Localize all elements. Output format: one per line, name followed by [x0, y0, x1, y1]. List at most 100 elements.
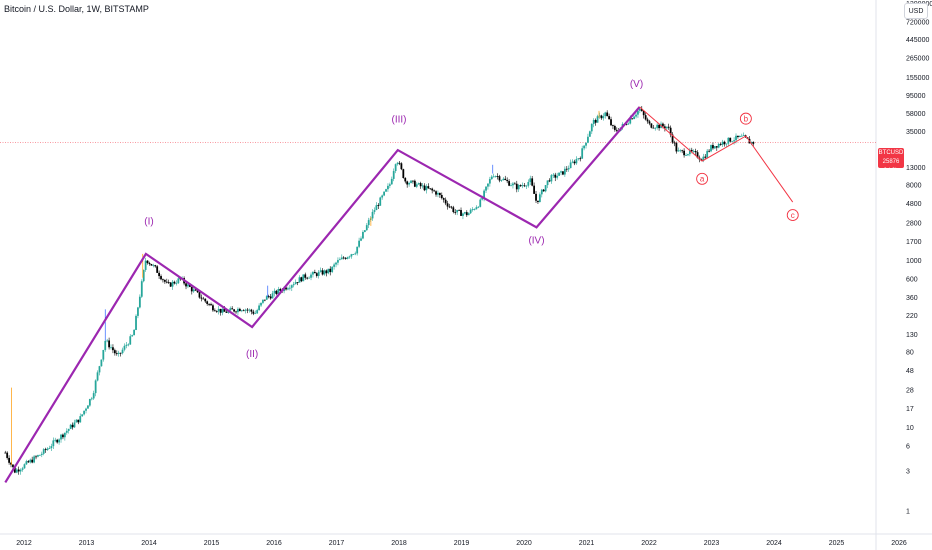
- candle-body: [381, 195, 384, 198]
- candle-body: [8, 457, 10, 463]
- candle-body: [212, 305, 214, 311]
- candle-body: [512, 183, 514, 186]
- candle-body: [340, 257, 343, 260]
- candle-body: [377, 205, 380, 206]
- candle-body: [46, 448, 49, 451]
- candle-body: [337, 260, 339, 263]
- candle-body: [42, 449, 45, 454]
- candle-body: [752, 141, 755, 144]
- candle-body: [158, 272, 160, 277]
- candle-body: [667, 126, 670, 128]
- candle-body: [552, 174, 555, 176]
- candle-body: [396, 162, 399, 165]
- candle-body: [563, 168, 566, 175]
- candle-body: [446, 203, 449, 207]
- candle-body: [202, 298, 205, 300]
- candle-body: [594, 119, 597, 123]
- candle-body: [715, 146, 718, 148]
- candle-body: [490, 176, 493, 180]
- candle-body: [479, 199, 482, 207]
- candle-body: [548, 180, 551, 182]
- candle-body: [646, 119, 649, 122]
- candle-body: [156, 266, 159, 273]
- candle-body: [488, 179, 491, 184]
- candle-body: [237, 308, 239, 313]
- candle-body: [690, 149, 693, 152]
- candle-body: [598, 115, 601, 117]
- candle-body: [683, 150, 685, 156]
- candle-body: [75, 419, 78, 423]
- y-tick-label: 130: [906, 332, 918, 339]
- candle-body: [104, 340, 107, 350]
- y-tick-label: 360: [906, 295, 918, 302]
- candle-body: [713, 146, 716, 149]
- badge-symbol: BTCUSD: [878, 150, 904, 156]
- candle-body: [244, 309, 247, 311]
- candle-body: [412, 180, 414, 182]
- candle-body: [235, 311, 237, 313]
- candle-body: [162, 279, 164, 281]
- candle-body: [688, 149, 691, 155]
- x-tick-label: 2019: [454, 540, 470, 547]
- x-tick-label: 2014: [141, 540, 157, 547]
- y-tick-label: 6: [906, 444, 910, 451]
- candle-body: [248, 309, 251, 311]
- candle-body: [85, 408, 87, 411]
- sub-wave-label: b: [744, 114, 749, 123]
- candle-body: [354, 253, 357, 255]
- candle-body: [127, 344, 130, 346]
- candle-body: [58, 439, 60, 443]
- candle-body: [498, 176, 501, 181]
- currency-button[interactable]: USD: [904, 3, 928, 19]
- candle-body: [217, 308, 220, 312]
- candle-body: [404, 178, 407, 182]
- y-tick-label: 445000: [906, 37, 929, 44]
- candle-body: [300, 277, 303, 282]
- candle-body: [108, 340, 110, 348]
- candle-body: [400, 163, 403, 170]
- candle-body: [560, 171, 562, 173]
- candle-body: [742, 135, 745, 136]
- candle-body: [481, 197, 484, 200]
- candle-body: [392, 171, 395, 179]
- candle-body: [37, 455, 39, 457]
- candle-body: [640, 109, 643, 111]
- sub-wave-marker: [739, 112, 752, 125]
- candle-body: [346, 257, 349, 259]
- candle-body: [521, 185, 524, 187]
- candle-body: [313, 272, 316, 274]
- candle-body: [312, 272, 314, 275]
- candle-body: [558, 172, 560, 176]
- impulse-wave-line: [4, 106, 641, 483]
- candle-body: [363, 230, 366, 232]
- y-tick-label: 35000: [906, 129, 926, 136]
- wave-label: (IV): [528, 235, 544, 246]
- candle-body: [333, 264, 335, 267]
- y-tick-label: 600: [906, 277, 918, 284]
- candle-body: [456, 209, 459, 213]
- candle-body: [238, 308, 241, 312]
- candle-body: [188, 284, 191, 287]
- candle-body: [35, 456, 37, 458]
- candle-body: [740, 135, 743, 137]
- candle-body: [135, 315, 137, 330]
- candle-body: [508, 181, 510, 186]
- candle-body: [306, 277, 309, 279]
- candle-body: [390, 178, 393, 185]
- candle-body: [692, 151, 695, 152]
- y-tick-label: 4800: [906, 201, 922, 208]
- x-tick-label: 2016: [266, 540, 282, 547]
- candle-body: [169, 282, 172, 287]
- candle-body: [427, 186, 430, 189]
- candle-body: [198, 292, 201, 298]
- candle-body: [196, 290, 199, 293]
- candle-body: [79, 416, 82, 423]
- x-tick-label: 2025: [829, 540, 845, 547]
- candle-body: [144, 260, 147, 270]
- candle-body: [529, 178, 532, 182]
- candle-body: [419, 183, 422, 187]
- candle-body: [733, 140, 735, 142]
- candle-body: [402, 169, 405, 179]
- candle-body: [569, 162, 572, 169]
